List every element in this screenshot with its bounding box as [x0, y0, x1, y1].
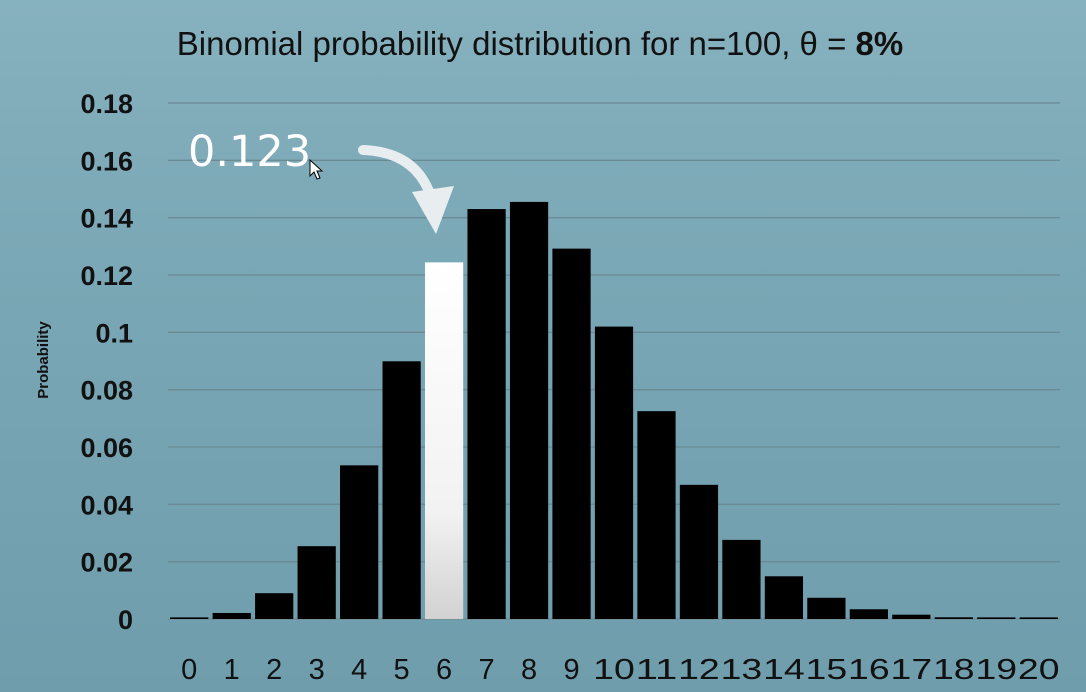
x-tick-label: 19 [975, 654, 1017, 686]
bar [212, 612, 251, 619]
bar [340, 465, 379, 619]
y-tick-labels: 0 0.02 0.04 0.06 0.08 0.1 0.12 0.14 0.16 0.18 [80, 89, 133, 635]
x-tick-label: 14 [763, 654, 805, 686]
x-tick-label: 9 [563, 654, 579, 686]
y-axis-label: Probability [35, 321, 52, 399]
y-tick-label: 0.1 [95, 318, 133, 348]
x-tick-label: 15 [806, 654, 848, 686]
x-tick-label: 13 [721, 654, 763, 686]
bar [509, 201, 549, 619]
annotation-value: 0.123 [188, 127, 311, 177]
bar [170, 617, 209, 619]
chart-title-bold: 8% [856, 25, 904, 62]
y-tick-label: 0.04 [80, 490, 133, 520]
x-tick-label: 10 [593, 654, 635, 686]
bar [255, 593, 294, 619]
y-tick-label: 0.06 [80, 433, 133, 463]
bar [594, 326, 634, 619]
y-tick-label: 0.02 [80, 548, 133, 578]
y-tick-label: 0.18 [80, 89, 133, 119]
bar [637, 411, 676, 619]
highlighted-bar [424, 262, 464, 619]
x-tick-label: 1 [224, 654, 240, 686]
chart-title-main: Binomial probability distribution for n=… [177, 25, 856, 62]
y-tick-label: 0.16 [80, 146, 133, 176]
chart-title: Binomial probability distribution for n=… [177, 25, 903, 62]
x-tick-label: 17 [891, 654, 933, 686]
x-tick-label: 8 [521, 654, 537, 686]
bar [297, 546, 336, 619]
bar [722, 539, 761, 619]
y-tick-label: 0.12 [80, 261, 133, 291]
bar [934, 617, 973, 619]
x-tick-label: 18 [933, 654, 975, 686]
bar [382, 361, 421, 619]
x-tick-label: 4 [351, 654, 367, 686]
x-tick-label: 11 [636, 654, 678, 686]
annotation: 0.123 [188, 127, 454, 234]
x-tick-label: 16 [848, 654, 890, 686]
bars [170, 201, 1058, 620]
mouse-cursor-icon [309, 158, 324, 180]
y-tick-label: 0 [118, 605, 133, 635]
y-tick-label: 0.08 [80, 376, 133, 406]
x-tick-label: 7 [479, 654, 495, 686]
x-tick-label: 5 [394, 654, 410, 686]
bar [892, 614, 931, 619]
x-tick-label: 12 [678, 654, 720, 686]
annotation-arrowhead-icon [412, 186, 454, 234]
x-tick-label: 0 [181, 654, 197, 686]
x-tick-label: 20 [1018, 654, 1060, 686]
bar [807, 597, 846, 619]
bar [1019, 617, 1058, 619]
x-tick-labels: 0 1 2 3 4 5 6 7 8 9 10 11 12 13 14 15 16 17 18 19 20 [181, 654, 1059, 686]
y-tick-label: 0.14 [80, 204, 133, 234]
x-tick-label: 2 [266, 654, 282, 686]
x-tick-label: 6 [436, 654, 452, 686]
bar [679, 484, 719, 619]
bar [977, 617, 1016, 619]
bar [849, 609, 888, 619]
bar [764, 576, 804, 619]
x-tick-label: 3 [309, 654, 325, 686]
bar [467, 209, 506, 620]
bar [552, 248, 591, 620]
